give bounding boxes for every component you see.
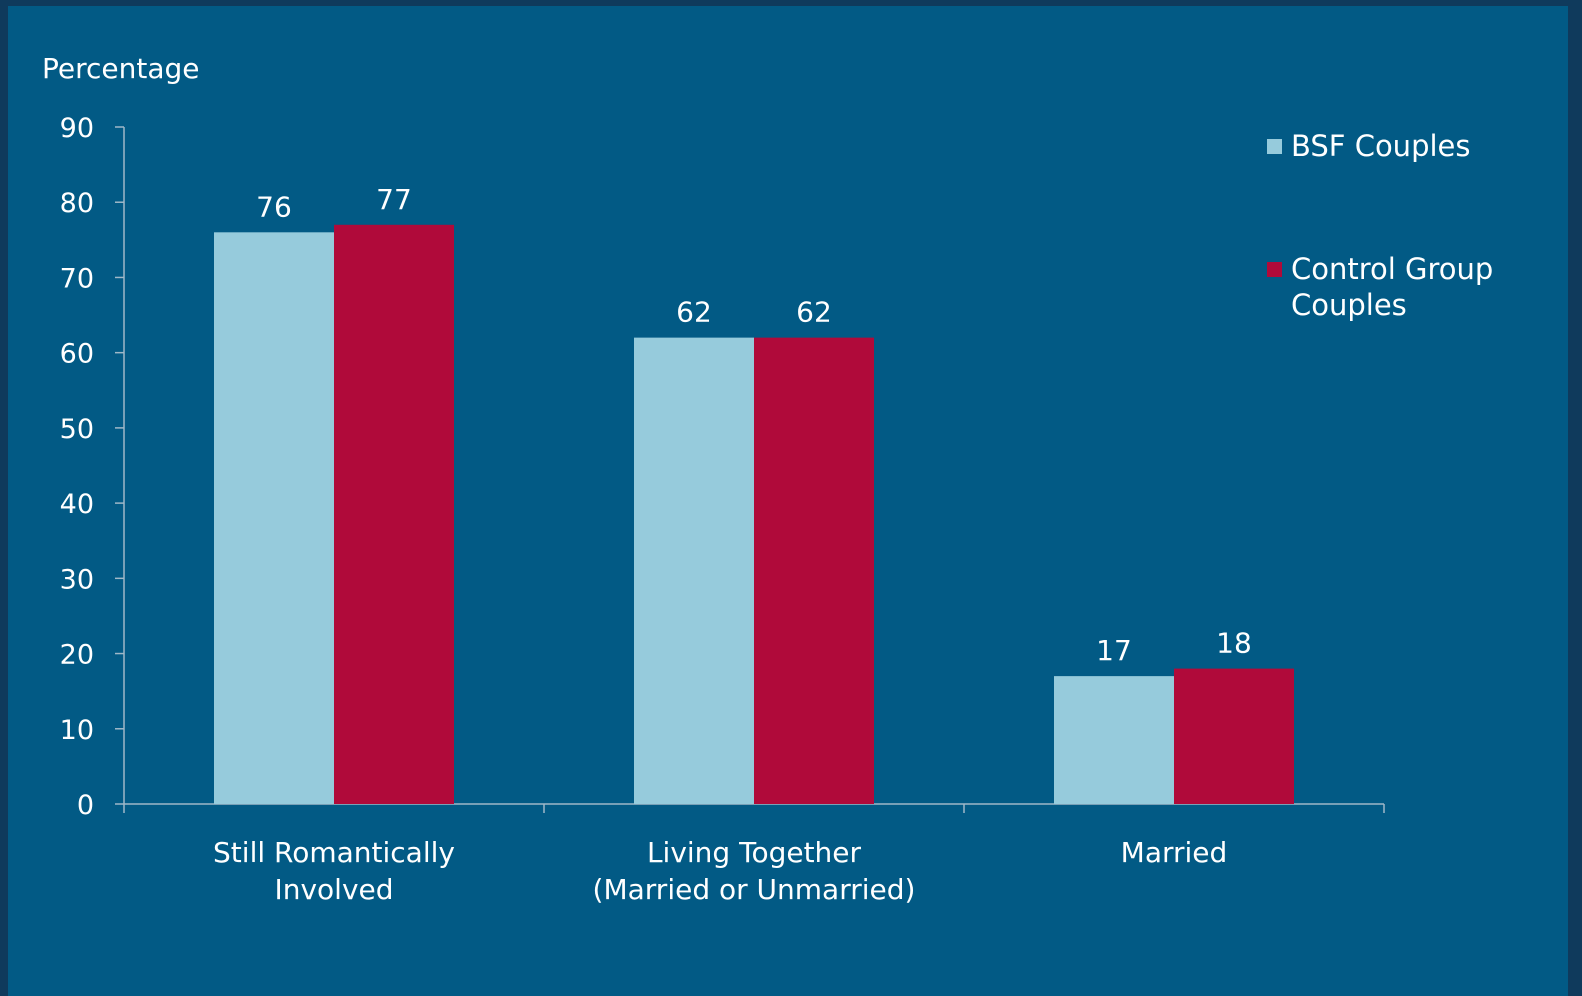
y-tick-label: 80 (60, 188, 94, 219)
x-category-label: Still Romantically (213, 836, 455, 869)
y-tick-label: 0 (77, 790, 94, 821)
x-category-label: (Married or Unmarried) (593, 873, 916, 906)
bar-control-1 (754, 337, 874, 804)
legend-label: Control Group (1291, 252, 1493, 286)
y-tick-label: 70 (60, 263, 94, 294)
data-label: 76 (256, 190, 292, 223)
y-tick-label: 50 (60, 414, 94, 445)
bar-bsf-0 (214, 232, 334, 805)
data-label: 17 (1096, 634, 1132, 667)
data-label: 77 (376, 183, 412, 216)
data-label: 62 (796, 296, 832, 329)
y-tick-label: 40 (60, 489, 94, 520)
x-category-label: Living Together (647, 836, 862, 869)
y-tick-label: 90 (60, 113, 94, 144)
legend-label: BSF Couples (1291, 129, 1470, 163)
y-tick-label: 60 (60, 339, 94, 370)
x-category-label: Married (1121, 836, 1228, 869)
data-labels: 76 77 62 62 17 18 (256, 183, 1252, 667)
y-tick-labels: 0 10 20 30 40 50 60 70 80 90 (60, 113, 94, 821)
bar-bsf-1 (634, 337, 754, 804)
y-tick-label: 20 (60, 640, 94, 671)
y-axis-title-group: Percentage (42, 52, 200, 85)
data-label: 18 (1216, 627, 1252, 660)
bars (214, 224, 1294, 805)
legend-swatch-control (1267, 262, 1282, 277)
legend-label: Couples (1291, 288, 1407, 322)
y-axis-title: Percentage (42, 52, 200, 85)
y-tick-label: 30 (60, 564, 94, 595)
legend-swatch-bsf (1267, 139, 1282, 154)
bar-control-2 (1174, 668, 1294, 804)
bar-bsf-2 (1054, 676, 1174, 804)
data-label: 62 (676, 296, 712, 329)
x-tick-labels: Still Romantically Involved Living Togethe… (213, 836, 1227, 906)
bar-control-0 (334, 224, 454, 805)
y-tick-label: 10 (60, 715, 94, 746)
x-category-label: Involved (274, 873, 393, 906)
